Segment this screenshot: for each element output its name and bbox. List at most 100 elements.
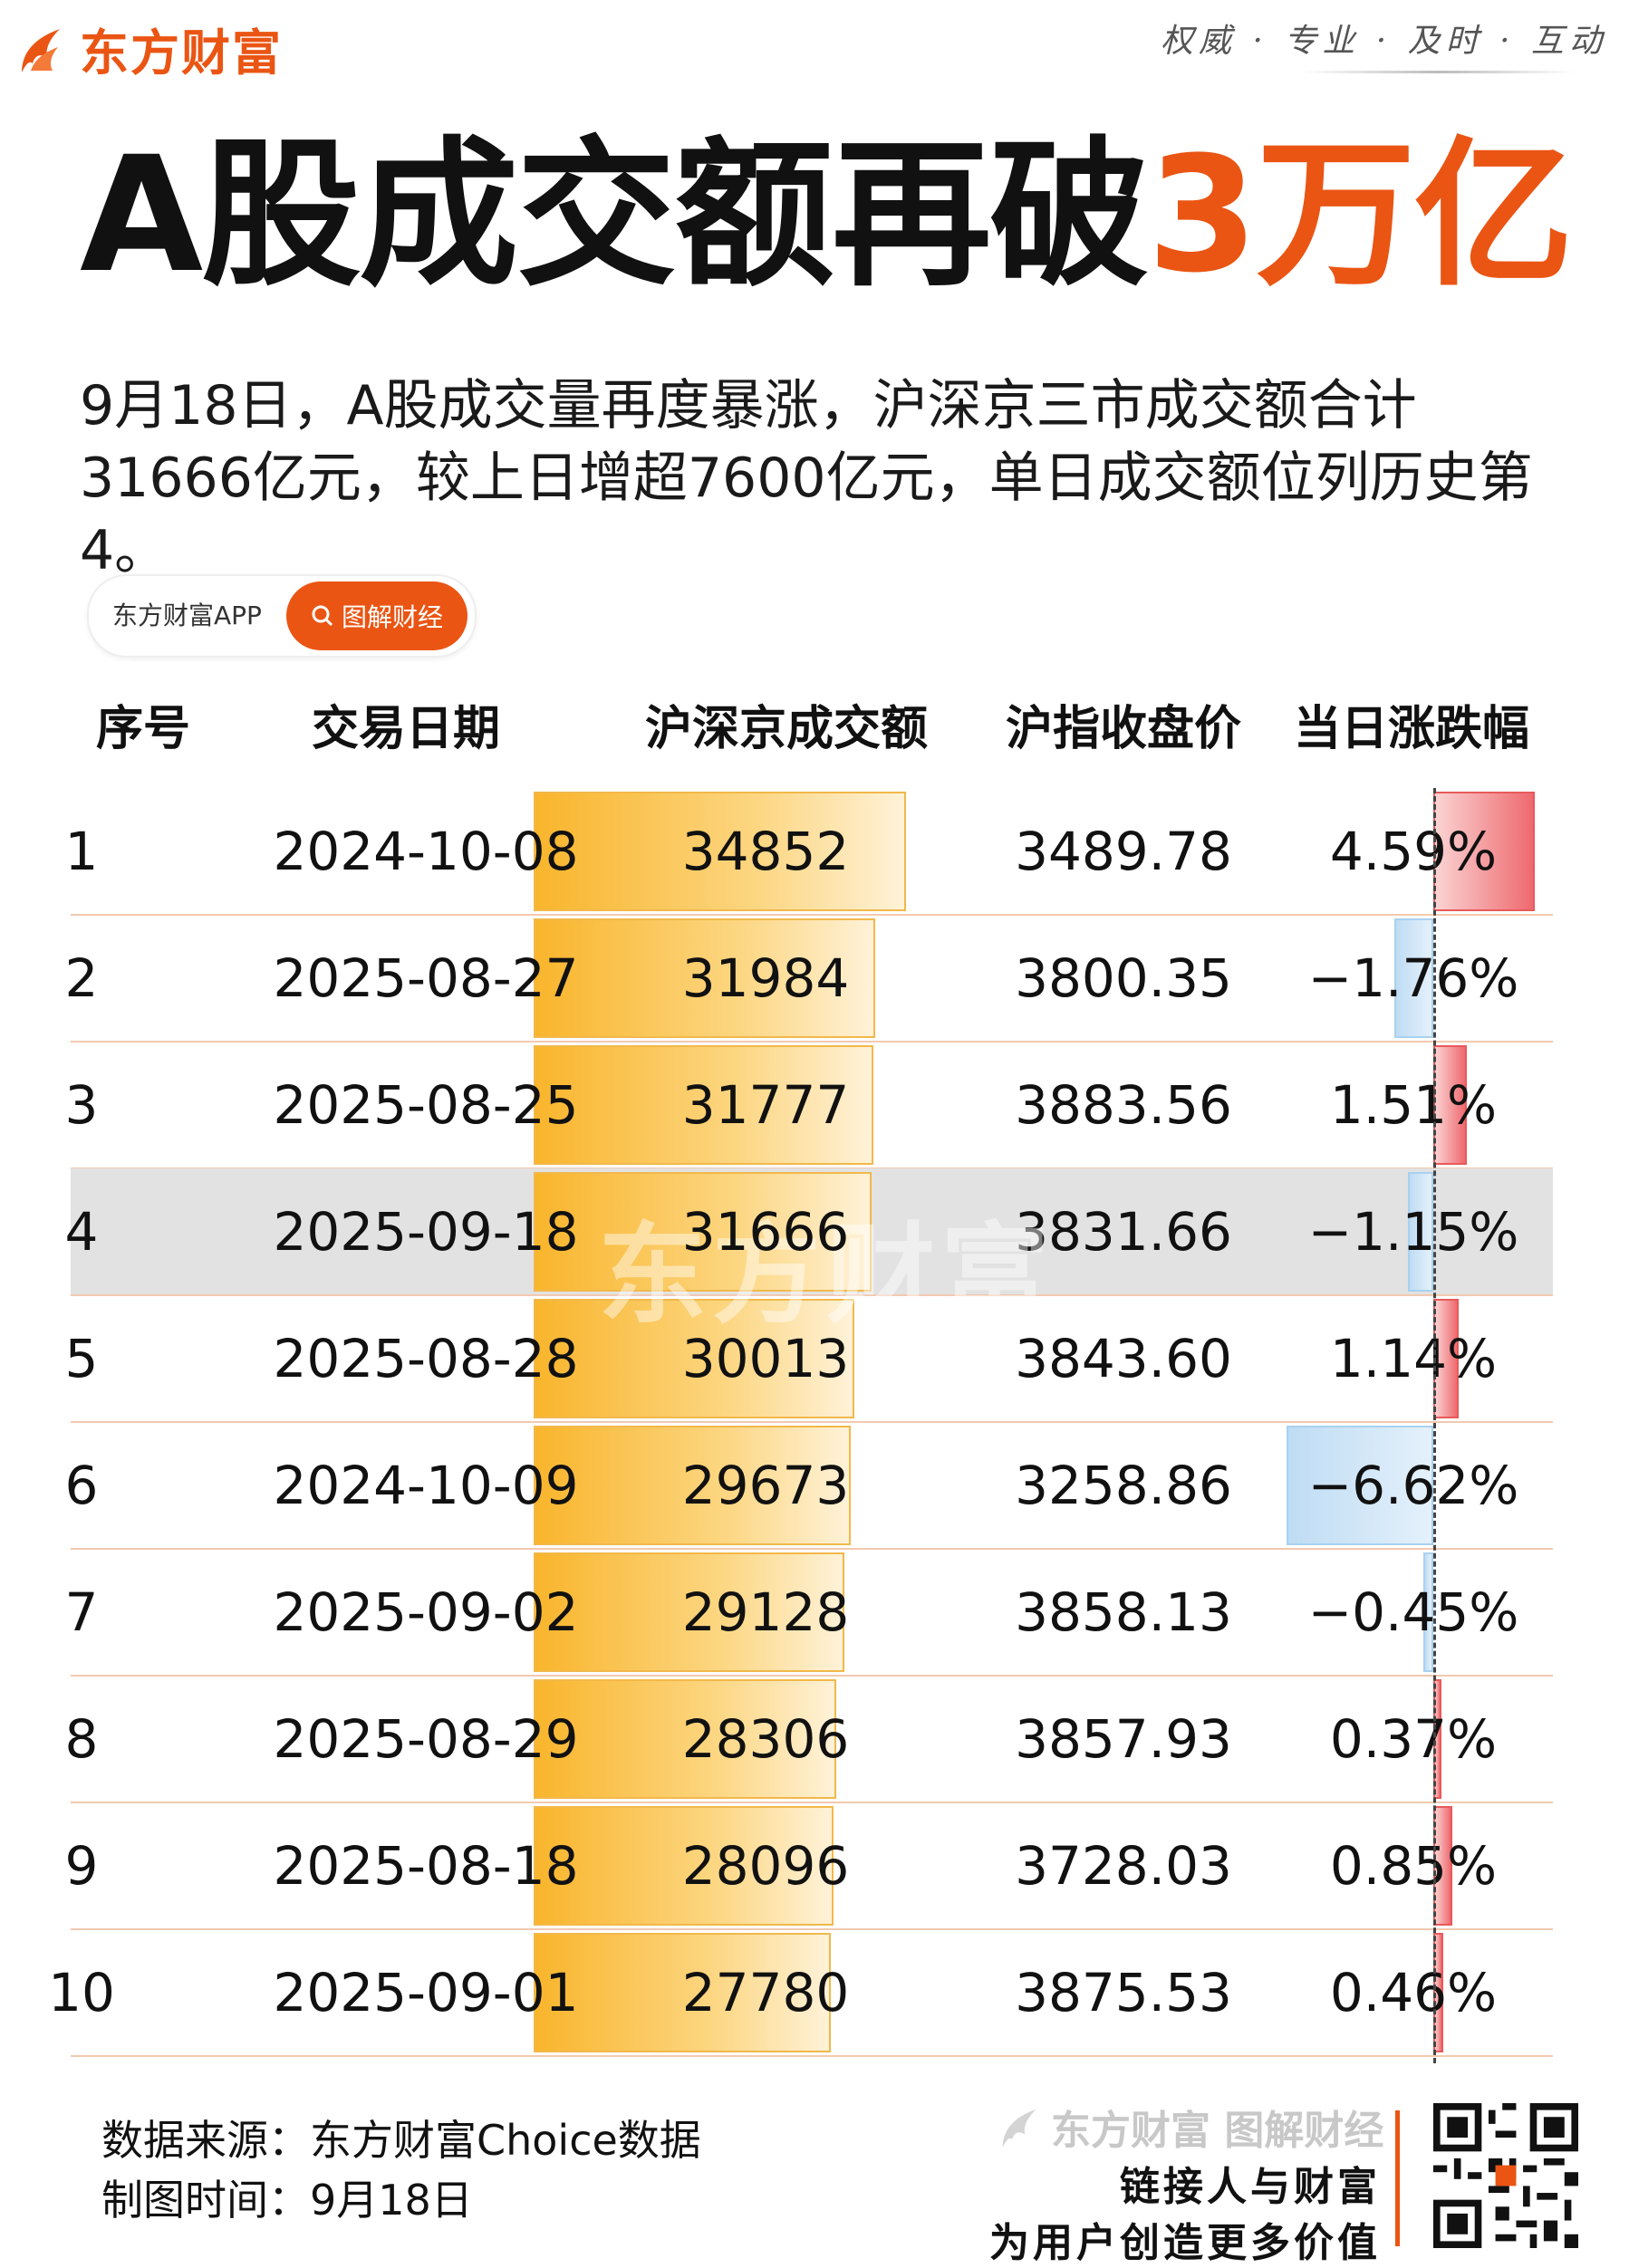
flame-logo-icon (22, 28, 60, 72)
change-bar (1433, 792, 1535, 911)
close-price-cell: 3831.66 (1015, 1201, 1232, 1263)
row-divider (71, 1294, 1553, 1296)
slogan-underline (1303, 71, 1575, 73)
row-divider (71, 1802, 1553, 1803)
table-row: 8 2025-08-29 28306 3857.93 0.37% (65, 1676, 1553, 1803)
title-highlight: 3万亿 (1147, 122, 1573, 308)
date-cell: 2025-08-29 (273, 1708, 579, 1770)
change-bar (1408, 1172, 1433, 1292)
header: 东方财富 权威 · 专业 · 及时 · 互动 (0, 0, 1629, 100)
change-cell: 0.37% (1329, 1708, 1498, 1770)
date-cell: 2024-10-09 (273, 1455, 579, 1516)
brand-name: 东方财富 (80, 24, 283, 82)
close-price-cell: 3858.13 (1015, 1581, 1232, 1643)
date-cell: 2025-08-18 (273, 1835, 579, 1897)
rank-cell: 3 (64, 1074, 99, 1136)
rank-cell: 8 (64, 1708, 99, 1770)
col-head-rank: 序号 (95, 702, 190, 756)
change-bar (1287, 1426, 1433, 1545)
date-cell: 2024-10-08 (273, 821, 579, 882)
amount-bar (534, 1172, 872, 1292)
rank-cell: 9 (64, 1835, 99, 1897)
tag-search-pill[interactable]: 图解财经 (286, 581, 467, 650)
amount-bar (534, 792, 906, 911)
date-cell: 2025-08-28 (273, 1328, 579, 1389)
change-cell: 0.46% (1329, 1962, 1498, 2023)
table-row: 4 2025-09-18 31666 3831.66 −1.15% (65, 1168, 1553, 1296)
amount-bar (534, 918, 875, 1038)
amount-cell: 29128 (681, 1581, 850, 1643)
col-head-amount: 沪深京成交额 (644, 702, 928, 756)
close-price-cell: 3883.56 (1015, 1074, 1232, 1136)
rank-cell: 1 (64, 821, 99, 882)
change-cell: −1.15% (1307, 1201, 1519, 1263)
close-price-cell: 3728.03 (1015, 1835, 1232, 1897)
row-divider (71, 1041, 1553, 1043)
amount-cell: 28306 (681, 1708, 850, 1770)
amount-cell: 27780 (681, 1962, 850, 2023)
rank-cell: 10 (48, 1962, 115, 2023)
date-cell: 2025-09-18 (273, 1201, 579, 1263)
table-row: 3 2025-08-25 31777 3883.56 1.51% (65, 1042, 1553, 1169)
close-price-cell: 3875.53 (1015, 1962, 1232, 2023)
page-title: A股成交额再破3万亿 (80, 136, 1574, 295)
rank-cell: 5 (64, 1328, 99, 1389)
brand-logo[interactable]: 东方财富 (13, 13, 283, 84)
row-divider (71, 1928, 1553, 1930)
rank-cell: 2 (64, 947, 99, 1009)
header-slogan: 权威 · 专业 · 及时 · 互动 (1161, 23, 1607, 60)
row-divider (71, 1675, 1553, 1677)
close-price-cell: 3800.35 (1015, 947, 1232, 1009)
date-cell: 2025-09-01 (273, 1962, 579, 2023)
close-price-cell: 3843.60 (1015, 1328, 1232, 1389)
change-zero-line (1433, 788, 1436, 2063)
footer-brand-label: 东方财富 图解财经 (1051, 2108, 1384, 2154)
table-row: 9 2025-08-18 28096 3728.03 0.85% (65, 1802, 1553, 1930)
close-price-cell: 3857.93 (1015, 1708, 1232, 1770)
close-price-cell: 3489.78 (1015, 821, 1232, 882)
footer-source: 数据来源：东方财富Choice数据 (101, 2116, 701, 2165)
col-head-close: 沪指收盘价 (1005, 702, 1241, 756)
tag-app-label: 东方财富APP (112, 601, 262, 630)
amount-bar (534, 1552, 844, 1672)
change-cell: 1.51% (1329, 1074, 1498, 1136)
amount-cell: 31777 (681, 1074, 850, 1136)
footer-accent-bar (1395, 2110, 1400, 2246)
tag-pill-label: 图解财经 (341, 602, 443, 632)
change-cell: −6.62% (1307, 1455, 1519, 1516)
change-bar (1394, 918, 1433, 1038)
table-row: 10 2025-09-01 27780 3875.53 0.46% (48, 1929, 1553, 2057)
amount-bar (534, 1426, 851, 1545)
amount-bar (534, 1806, 834, 1926)
qr-code-icon[interactable] (1433, 2103, 1578, 2248)
amount-bar (534, 1933, 831, 2052)
table-row: 5 2025-08-28 30013 3843.60 1.14% (65, 1295, 1553, 1423)
change-cell: −0.45% (1307, 1581, 1519, 1643)
rank-cell: 7 (64, 1581, 99, 1643)
change-cell: −1.76% (1307, 947, 1519, 1009)
row-divider (71, 2055, 1553, 2057)
date-cell: 2025-09-02 (273, 1581, 579, 1643)
table-row: 2 2025-08-27 31984 3800.35 −1.76% (65, 915, 1553, 1043)
date-cell: 2025-08-25 (273, 1074, 579, 1136)
watermark: 东方财富 (598, 1213, 1055, 1339)
intro-text: 9月18日，A股成交量再度暴涨，沪深京三市成交额合计31666亿元，较上日增超7… (80, 374, 1533, 582)
row-divider (71, 1421, 1553, 1423)
col-head-date: 交易日期 (311, 702, 500, 756)
footer-source-block: 数据来源：东方财富Choice数据 制图时间：9月18日 (101, 2110, 701, 2230)
title-main: A股成交额再破 (80, 122, 1149, 308)
amount-cell: 34852 (681, 821, 850, 882)
amount-bar (534, 1045, 873, 1165)
change-cell: 4.59% (1329, 821, 1498, 882)
col-head-change: 当日涨跌幅 (1293, 702, 1529, 756)
source-tag: 东方财富APP 图解财经 (87, 574, 477, 658)
rank-cell: 6 (64, 1455, 99, 1516)
flame-watermark-icon (1002, 2109, 1036, 2148)
search-icon (312, 605, 333, 627)
amount-cell: 28096 (681, 1835, 850, 1897)
footer-brand: 东方财富 图解财经 (995, 2098, 1383, 2156)
date-cell: 2025-08-27 (273, 947, 579, 1009)
amount-cell: 29673 (681, 1455, 850, 1516)
footer-slogan-1: 链接人与财富 (1120, 2164, 1381, 2210)
amount-cell: 30013 (681, 1328, 850, 1389)
